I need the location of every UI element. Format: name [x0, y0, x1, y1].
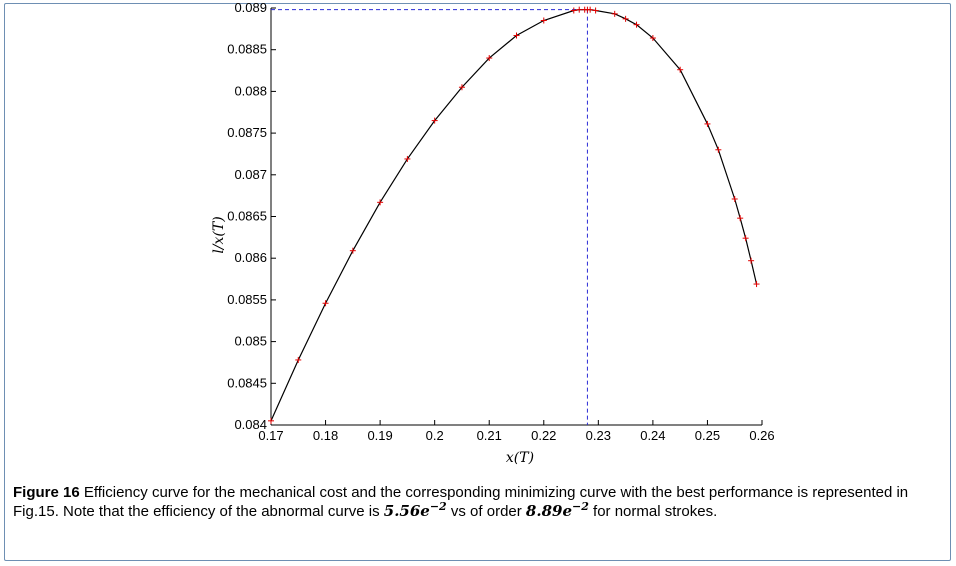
guide-lines — [271, 9, 588, 425]
caption-text-end: for normal strokes. — [588, 503, 718, 520]
figure-caption: Figure 16 Efficiency curve for the mecha… — [13, 484, 943, 521]
y-tick-label: 0.0845 — [227, 375, 267, 390]
data-point-marker — [458, 84, 465, 91]
data-point-marker — [737, 215, 744, 222]
data-point-marker — [649, 35, 656, 42]
figure-frame — [4, 3, 951, 561]
data-point-marker — [731, 195, 738, 202]
data-point-marker — [513, 32, 520, 39]
data-point-marker — [715, 146, 722, 153]
y-tick-label: 0.089 — [234, 0, 267, 15]
data-point-marker — [404, 155, 411, 162]
x-axis-label: x(T) — [506, 450, 534, 466]
data-point-marker — [377, 199, 384, 206]
x-tick-label: 0.18 — [313, 428, 338, 443]
series-group — [268, 6, 760, 424]
x-tick-label: 0.24 — [640, 428, 665, 443]
data-point-marker — [576, 6, 583, 13]
data-point-marker — [570, 7, 577, 14]
data-point-marker — [268, 417, 274, 424]
efficiency-chart: 0.17 0.18 0.19 0.2 0.21 0.22 0.23 0.24 0.25 0.26 0… — [211, 0, 775, 466]
data-point-marker — [431, 117, 438, 124]
data-point-marker — [611, 10, 618, 17]
caption-label: Figure 16 — [13, 484, 80, 501]
y-tick-label: 0.084 — [234, 417, 267, 432]
x-tick-label: 0.26 — [749, 428, 774, 443]
y-tick-label: 0.088 — [234, 83, 267, 98]
data-point-marker — [633, 21, 640, 28]
data-point-marker — [322, 300, 329, 307]
y-tick-label: 0.0885 — [227, 42, 267, 57]
y-tick-label: 0.0865 — [227, 209, 267, 224]
data-point-marker — [486, 55, 493, 62]
data-point-marker — [742, 235, 749, 242]
data-point-marker — [704, 120, 711, 127]
y-tick-label: 0.087 — [234, 167, 267, 182]
data-point-marker — [540, 17, 547, 24]
data-point-marker — [295, 356, 302, 363]
data-point-marker — [349, 247, 356, 254]
x-tick-label: 0.21 — [477, 428, 502, 443]
caption-text: Efficiency curve for the mechanical cost… — [13, 484, 909, 520]
y-tick-label: 0.086 — [234, 250, 267, 265]
data-point-marker — [592, 7, 599, 14]
y-axis-label: l/x(T) — [211, 216, 227, 253]
data-point-marker — [677, 66, 684, 73]
data-point-marker — [587, 6, 594, 13]
x-tick-label: 0.19 — [367, 428, 392, 443]
x-tick-label: 0.17 — [258, 428, 283, 443]
caption-value-normal: 8.89e−2 — [525, 500, 589, 520]
x-tick-label: 0.2 — [426, 428, 444, 443]
y-tick-label: 0.0875 — [227, 125, 267, 140]
data-point-marker — [622, 15, 629, 22]
y-tick-label: 0.085 — [234, 334, 267, 349]
x-tick-label: 0.25 — [695, 428, 720, 443]
caption-value-abnormal: 5.56e−2 — [383, 500, 447, 520]
data-point-marker — [753, 281, 760, 288]
x-tick-label: 0.23 — [586, 428, 611, 443]
x-tick-label: 0.22 — [531, 428, 556, 443]
tick-labels: 0.17 0.18 0.19 0.2 0.21 0.22 0.23 0.24 0.25 0.26 0… — [227, 0, 774, 443]
axes — [270, 7, 763, 426]
data-point-marker — [748, 257, 755, 264]
efficiency-curve — [270, 9, 758, 422]
y-tick-label: 0.0855 — [227, 292, 267, 307]
caption-text-mid: vs of order — [446, 503, 526, 520]
